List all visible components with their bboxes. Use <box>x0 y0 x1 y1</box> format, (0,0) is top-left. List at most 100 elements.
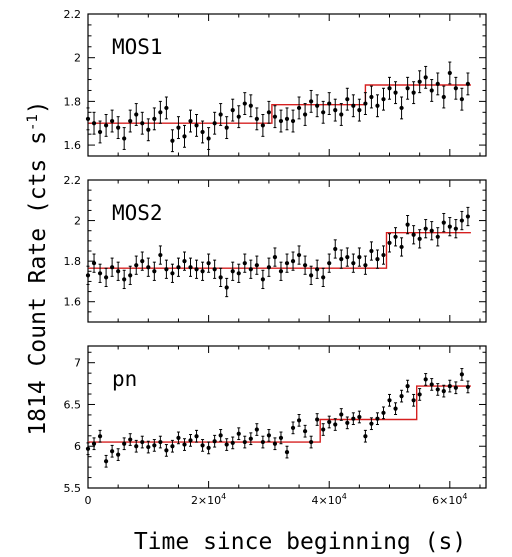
data-point <box>339 257 344 262</box>
data-point <box>441 94 446 100</box>
data-point <box>134 444 139 449</box>
data-point <box>309 99 314 104</box>
data-point <box>381 252 386 258</box>
data-point <box>200 269 205 274</box>
data-point <box>345 97 350 102</box>
data-point <box>194 123 199 128</box>
data-point <box>435 234 440 239</box>
data-point <box>212 439 217 444</box>
x-tick-label: 2×104 <box>191 492 226 507</box>
y-tick-label: 5.5 <box>64 482 82 495</box>
data-point <box>345 254 350 260</box>
data-point <box>248 103 253 108</box>
data-point <box>327 261 332 266</box>
data-point <box>140 259 145 264</box>
panel-label: MOS1 <box>112 35 163 59</box>
data-point <box>302 112 308 117</box>
data-point <box>206 261 211 266</box>
y-tick-label: 1.6 <box>64 139 82 152</box>
data-point <box>97 434 103 439</box>
data-point <box>441 389 446 394</box>
data-point <box>327 101 332 106</box>
y-tick-label: 2.2 <box>64 174 82 187</box>
y-axis-title-close: ) <box>25 100 51 114</box>
data-point <box>194 434 199 439</box>
data-point <box>230 269 235 274</box>
data-point <box>272 254 278 260</box>
data-point <box>399 394 404 399</box>
data-point <box>110 265 115 270</box>
y-tick-label: 6.5 <box>64 398 82 411</box>
model-step-line <box>88 232 471 269</box>
data-point <box>91 121 97 126</box>
data-point <box>122 441 127 446</box>
data-point <box>284 261 290 266</box>
data-point <box>387 398 392 403</box>
panel-label: pn <box>112 367 137 391</box>
data-point <box>387 240 392 245</box>
data-point <box>333 422 338 427</box>
data-point <box>417 79 422 84</box>
data-point <box>435 81 440 87</box>
data-point <box>357 414 362 420</box>
data-point <box>459 97 464 102</box>
data-point <box>164 105 169 111</box>
data-point <box>212 267 217 272</box>
data-point <box>399 105 404 111</box>
data-point <box>206 136 211 141</box>
data-point <box>375 257 380 262</box>
data-point <box>266 265 272 270</box>
data-point <box>254 427 259 432</box>
data-point <box>411 398 416 403</box>
data-point <box>296 418 302 423</box>
data-point <box>459 218 464 223</box>
data-point <box>357 108 362 113</box>
data-point <box>248 436 253 441</box>
data-point <box>224 442 229 447</box>
data-point <box>302 263 308 268</box>
data-point <box>122 136 127 141</box>
y-axis-title-main: 1814 Count Rate (cts s <box>25 131 51 436</box>
data-point <box>387 86 392 91</box>
data-point <box>453 385 458 390</box>
data-point <box>176 125 181 130</box>
data-point <box>170 271 175 276</box>
data-point <box>290 118 296 124</box>
panel-frame <box>87 345 487 489</box>
data-point <box>158 110 163 115</box>
data-point <box>103 123 109 128</box>
data-point <box>236 114 241 119</box>
data-point <box>194 267 199 272</box>
data-point <box>381 410 386 415</box>
data-point <box>182 259 187 264</box>
data-point <box>97 129 103 135</box>
data-point <box>272 114 278 119</box>
data-point <box>200 443 205 448</box>
data-point <box>429 228 434 233</box>
data-point <box>447 383 452 389</box>
data-point <box>134 263 139 268</box>
data-point <box>315 417 320 422</box>
data-point <box>393 90 398 95</box>
data-point <box>152 269 157 274</box>
x-tick-label: 6×104 <box>432 492 467 507</box>
data-point <box>411 90 416 95</box>
data-point <box>188 265 193 270</box>
data-point <box>91 261 97 266</box>
data-point <box>290 425 296 430</box>
data-point <box>375 103 380 108</box>
data-point <box>134 112 139 117</box>
data-point <box>381 97 386 102</box>
data-point <box>97 271 103 276</box>
data-point <box>260 277 265 282</box>
model-step-line <box>88 385 471 443</box>
data-point <box>309 439 314 445</box>
data-point <box>278 118 284 124</box>
data-point <box>369 248 374 254</box>
y-tick-label: 1.8 <box>64 95 82 108</box>
data-point <box>278 435 284 440</box>
data-point <box>122 277 127 282</box>
data-point <box>146 444 151 450</box>
data-point <box>333 246 338 252</box>
